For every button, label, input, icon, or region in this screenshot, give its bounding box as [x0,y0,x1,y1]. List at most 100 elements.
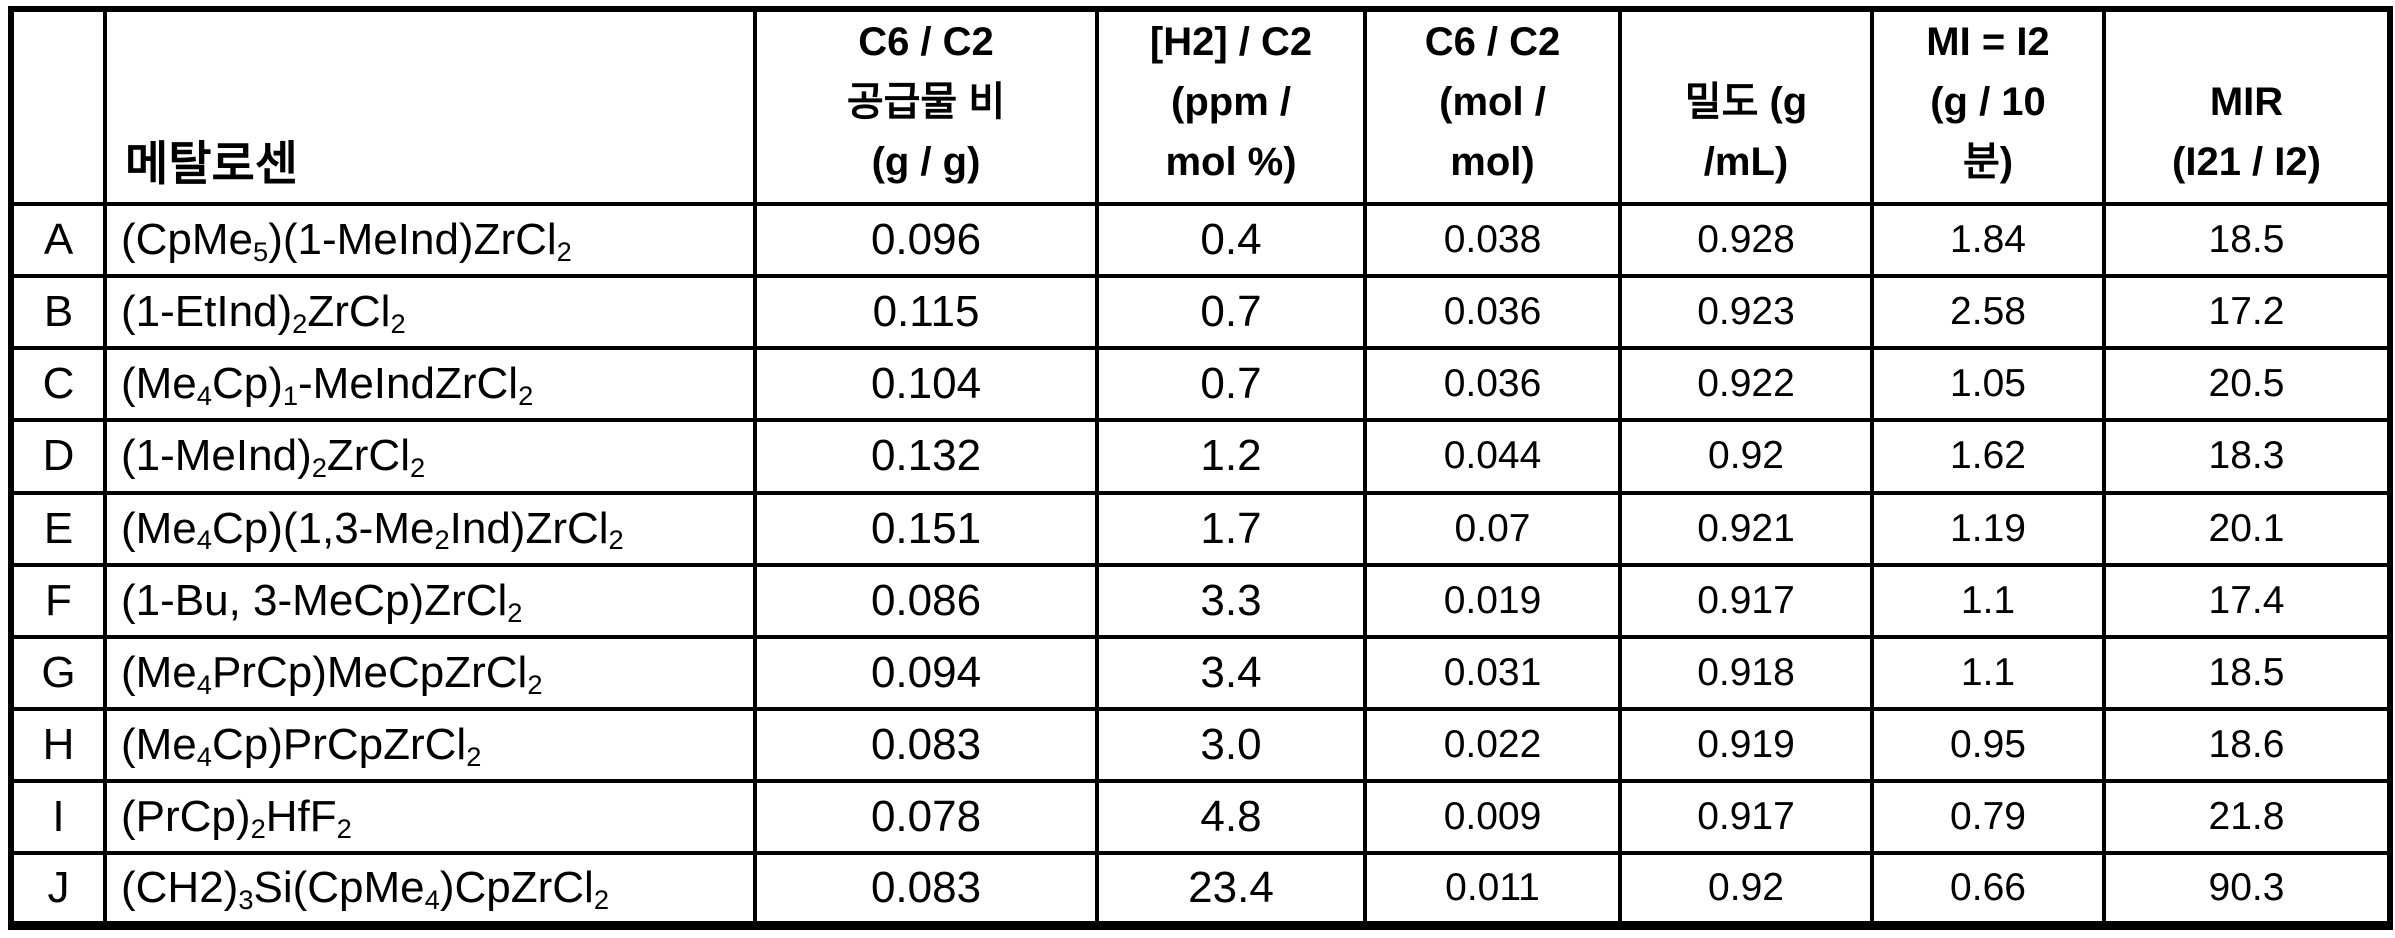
h2-c2-value: 3.4 [1095,634,1367,711]
row-label: F [9,562,107,639]
metallocene-formula: (CH2)3Si(CpMe4)CpZrCl2 [103,851,757,928]
mir-value: 20.5 [2102,346,2392,423]
c6-c2-mol-value: 0.036 [1363,346,1622,423]
metallocene-data-table: 메탈로센 C6 / C2 공급물 비 (g / g) [H2] / C2 (pp… [8,6,2393,930]
header-metallocene: 메탈로센 [103,7,757,206]
density-value: 0.92 [1618,418,1874,495]
metallocene-formula: (1-EtInd)2ZrCl2 [103,274,757,351]
feed-ratio-value: 0.115 [753,274,1099,351]
feed-ratio-value: 0.094 [753,634,1099,711]
mi-value: 0.95 [1870,706,2106,784]
mi-value: 2.58 [1870,274,2106,351]
header-mi: MI = I2 (g / 10 분) [1870,7,2106,206]
c6-c2-mol-value: 0.044 [1363,418,1622,495]
c6-c2-mol-value: 0.019 [1363,562,1622,639]
table-row: A (CpMe5)(1-MeInd)ZrCl2 0.096 0.4 0.038 … [9,201,2392,279]
h2-c2-value: 4.8 [1095,779,1367,856]
metallocene-formula: (1-MeInd)2ZrCl2 [103,418,757,495]
h2-c2-value: 0.4 [1095,201,1367,279]
metallocene-formula: (PrCp)2HfF2 [103,779,757,856]
mir-value: 90.3 [2102,851,2392,928]
feed-ratio-value: 0.151 [753,490,1099,567]
row-label: I [9,779,107,856]
feed-ratio-value: 0.083 [753,851,1099,928]
header-c6-c2-mol: C6 / C2 (mol / mol) [1363,7,1622,206]
h2-c2-value: 23.4 [1095,851,1367,928]
mi-value: 1.05 [1870,346,2106,423]
c6-c2-mol-value: 0.022 [1363,706,1622,784]
row-label: B [9,274,107,351]
c6-c2-mol-value: 0.07 [1363,490,1622,567]
density-value: 0.921 [1618,490,1874,567]
header-mir: MIR (I21 / I2) [2102,7,2392,206]
density-value: 0.928 [1618,201,1874,279]
h2-c2-value: 0.7 [1095,274,1367,351]
table-row: E (Me4Cp)(1,3-Me2Ind)ZrCl2 0.151 1.7 0.0… [9,490,2392,567]
table-row: F (1-Bu, 3-MeCp)ZrCl2 0.086 3.3 0.019 0.… [9,562,2392,639]
mir-value: 18.6 [2102,706,2392,784]
table-row: B (1-EtInd)2ZrCl2 0.115 0.7 0.036 0.923 … [9,274,2392,351]
h2-c2-value: 3.0 [1095,706,1367,784]
feed-ratio-value: 0.083 [753,706,1099,784]
mir-value: 17.2 [2102,274,2392,351]
mi-value: 0.79 [1870,779,2106,856]
header-row: 메탈로센 C6 / C2 공급물 비 (g / g) [H2] / C2 (pp… [9,7,2392,206]
density-value: 0.923 [1618,274,1874,351]
header-density: 밀도 (g /mL) [1618,7,1874,206]
metallocene-formula: (CpMe5)(1-MeInd)ZrCl2 [103,201,757,279]
corner-cell [9,7,107,206]
density-value: 0.918 [1618,634,1874,711]
mi-value: 1.1 [1870,562,2106,639]
row-label: A [9,201,107,279]
mi-value: 0.66 [1870,851,2106,928]
table-row: C (Me4Cp)1-MeIndZrCl2 0.104 0.7 0.036 0.… [9,346,2392,423]
mi-value: 1.62 [1870,418,2106,495]
mi-value: 1.1 [1870,634,2106,711]
table-row: J (CH2)3Si(CpMe4)CpZrCl2 0.083 23.4 0.01… [9,851,2392,928]
feed-ratio-value: 0.096 [753,201,1099,279]
mir-value: 18.3 [2102,418,2392,495]
mi-value: 1.19 [1870,490,2106,567]
c6-c2-mol-value: 0.031 [1363,634,1622,711]
density-value: 0.92 [1618,851,1874,928]
mi-value: 1.84 [1870,201,2106,279]
header-feed-ratio: C6 / C2 공급물 비 (g / g) [753,7,1099,206]
h2-c2-value: 1.7 [1095,490,1367,567]
header-h2-c2: [H2] / C2 (ppm / mol %) [1095,7,1367,206]
mir-value: 18.5 [2102,201,2392,279]
feed-ratio-value: 0.086 [753,562,1099,639]
c6-c2-mol-value: 0.038 [1363,201,1622,279]
table-row: H (Me4Cp)PrCpZrCl2 0.083 3.0 0.022 0.919… [9,706,2392,784]
density-value: 0.917 [1618,779,1874,856]
table-row: D (1-MeInd)2ZrCl2 0.132 1.2 0.044 0.92 1… [9,418,2392,495]
c6-c2-mol-value: 0.011 [1363,851,1622,928]
h2-c2-value: 3.3 [1095,562,1367,639]
row-label: E [9,490,107,567]
table-row: G (Me4PrCp)MeCpZrCl2 0.094 3.4 0.031 0.9… [9,634,2392,711]
feed-ratio-value: 0.132 [753,418,1099,495]
density-value: 0.922 [1618,346,1874,423]
metallocene-formula: (Me4Cp)(1,3-Me2Ind)ZrCl2 [103,490,757,567]
h2-c2-value: 1.2 [1095,418,1367,495]
mir-value: 20.1 [2102,490,2392,567]
row-label: J [9,851,107,928]
metallocene-formula: (Me4Cp)1-MeIndZrCl2 [103,346,757,423]
document-page: { "table": { "corner_label": "", "header… [0,6,2395,938]
metallocene-formula: (Me4PrCp)MeCpZrCl2 [103,634,757,711]
metallocene-formula: (1-Bu, 3-MeCp)ZrCl2 [103,562,757,639]
row-label: C [9,346,107,423]
mir-value: 21.8 [2102,779,2392,856]
metallocene-formula: (Me4Cp)PrCpZrCl2 [103,706,757,784]
h2-c2-value: 0.7 [1095,346,1367,423]
c6-c2-mol-value: 0.009 [1363,779,1622,856]
feed-ratio-value: 0.104 [753,346,1099,423]
density-value: 0.917 [1618,562,1874,639]
c6-c2-mol-value: 0.036 [1363,274,1622,351]
row-label: G [9,634,107,711]
feed-ratio-value: 0.078 [753,779,1099,856]
table-row: I (PrCp)2HfF2 0.078 4.8 0.009 0.917 0.79… [9,779,2392,856]
row-label: D [9,418,107,495]
row-label: H [9,706,107,784]
mir-value: 17.4 [2102,562,2392,639]
density-value: 0.919 [1618,706,1874,784]
